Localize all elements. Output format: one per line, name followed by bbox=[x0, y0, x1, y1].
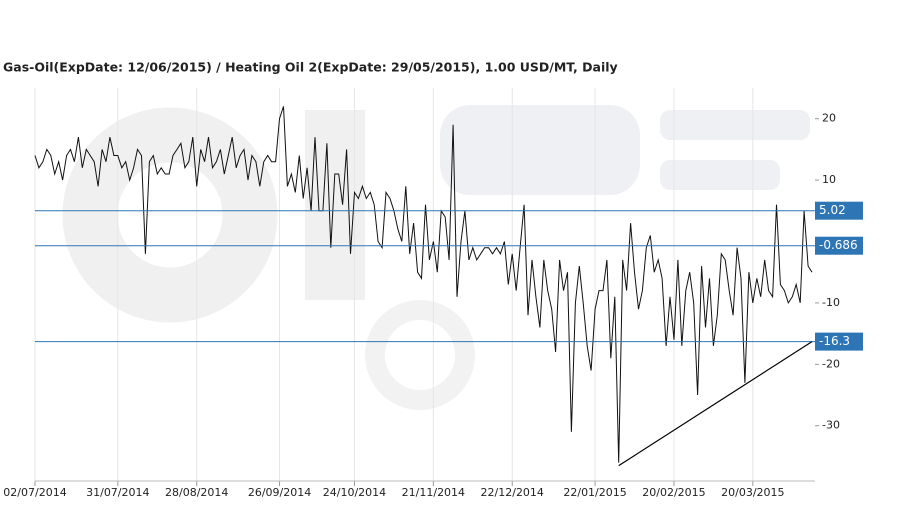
trendline bbox=[618, 341, 813, 467]
reference-label: -0.686 bbox=[819, 238, 858, 252]
reference-label: -16.3 bbox=[819, 334, 850, 348]
price-line bbox=[34, 106, 813, 463]
reference-label-box bbox=[815, 201, 863, 220]
watermark-shape bbox=[62, 107, 278, 323]
y-tick-label: 20 bbox=[822, 112, 836, 125]
reference-label-box bbox=[815, 332, 863, 351]
reference-label: 5.02 bbox=[819, 203, 846, 217]
y-tick-label: 10 bbox=[822, 173, 836, 186]
reference-label-box bbox=[815, 236, 863, 255]
y-tick-label: -10 bbox=[822, 296, 840, 309]
x-tick-label: 02/07/2014 bbox=[3, 486, 66, 499]
x-tick-label: 20/02/2015 bbox=[642, 486, 705, 499]
x-tick-label: 21/11/2014 bbox=[402, 486, 465, 499]
x-tick-label: 22/01/2015 bbox=[563, 486, 626, 499]
x-tick-label: 26/09/2014 bbox=[248, 486, 311, 499]
y-tick-label: -30 bbox=[822, 419, 840, 432]
chart-title: Gas-Oil(ExpDate: 12/06/2015) / Heating O… bbox=[3, 60, 618, 75]
x-tick-label: 22/12/2014 bbox=[481, 486, 544, 499]
watermark bbox=[62, 105, 810, 410]
watermark-shape bbox=[365, 300, 475, 410]
watermark-shape bbox=[660, 110, 810, 140]
watermark-shape bbox=[440, 105, 640, 195]
x-tick-label: 28/08/2014 bbox=[165, 486, 228, 499]
x-tick-label: 20/03/2015 bbox=[721, 486, 784, 499]
x-tick-label: 31/07/2014 bbox=[86, 486, 149, 499]
y-tick-label: -20 bbox=[822, 357, 840, 370]
watermark-shape bbox=[305, 110, 365, 300]
watermark-shape bbox=[660, 160, 780, 190]
x-tick-label: 24/10/2014 bbox=[323, 486, 386, 499]
